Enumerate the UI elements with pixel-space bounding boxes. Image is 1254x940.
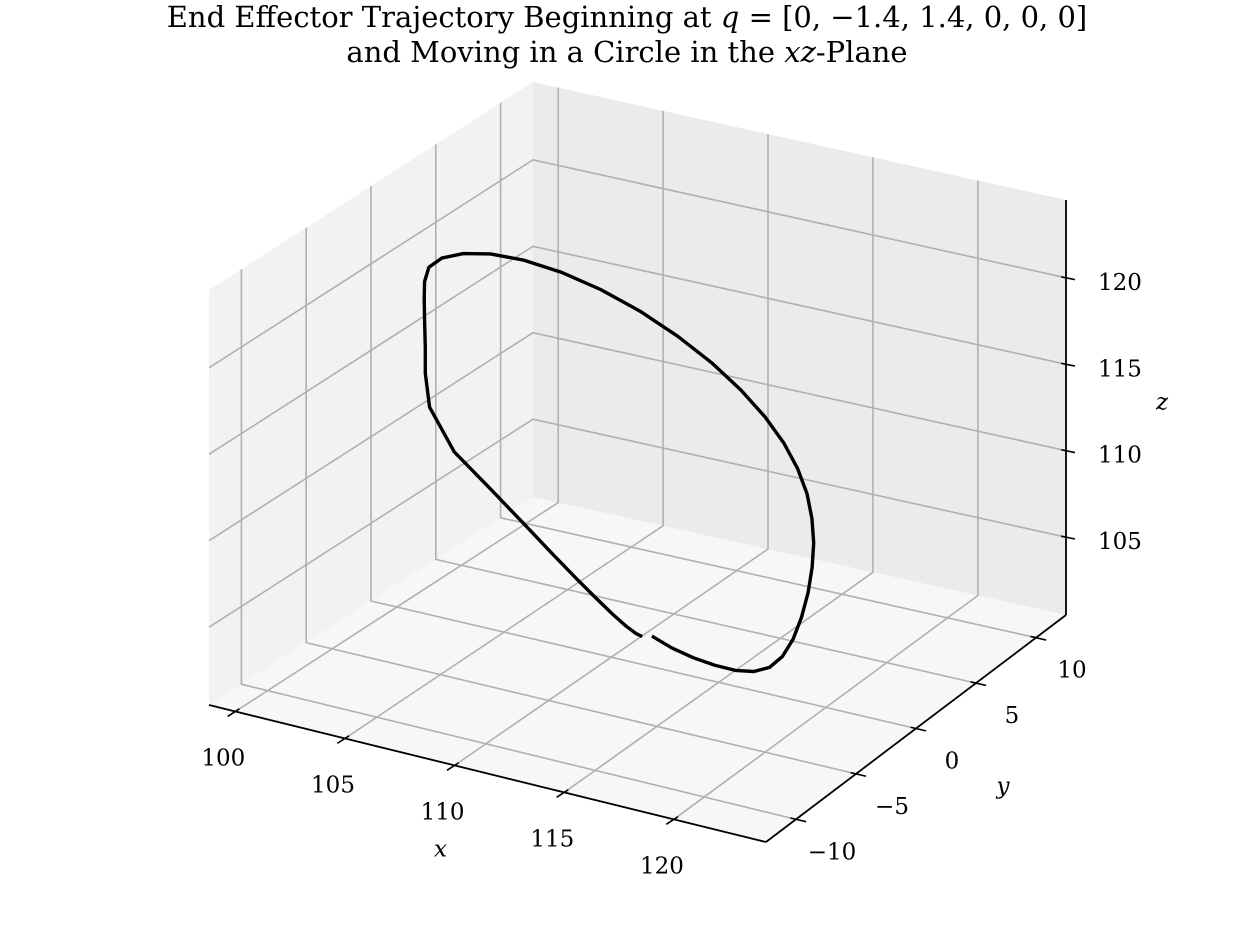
axes-panes	[209, 82, 1066, 842]
pane-floor	[209, 497, 1066, 842]
grid-z-1	[208, 331, 1067, 542]
grid-z-3	[208, 158, 1067, 369]
z-tick-1	[1061, 448, 1076, 454]
grid-y-3	[434, 144, 977, 684]
y-axis-label: y	[996, 774, 1011, 800]
z-axis-label: z	[1155, 390, 1169, 416]
y-tick-2	[910, 726, 927, 732]
z-tick-label-2: 115	[1098, 356, 1142, 382]
x-axis-label: x	[434, 837, 447, 863]
x-tick-label-3: 115	[530, 826, 574, 852]
x-tick-1	[336, 735, 350, 745]
grid-lines	[208, 87, 1067, 821]
x-tick-label-0: 100	[201, 746, 245, 772]
y-tick-0	[790, 817, 807, 823]
y-tick-label-1: −5	[875, 794, 909, 820]
chart-title-line-1: End Effector Trajectory Beginning at q =…	[166, 0, 1088, 34]
x-tick-4	[665, 816, 679, 825]
z-tick-2	[1061, 362, 1076, 367]
z-tick-0	[1061, 535, 1076, 540]
grid-y-0	[240, 269, 797, 821]
grid-x-2	[454, 134, 769, 767]
grid-y-2	[370, 186, 917, 730]
grid-y-1	[305, 227, 857, 775]
x-tick-3	[556, 789, 569, 798]
x-tick-2	[446, 762, 460, 772]
tick-labels: 100 105 110 115 120 −10 −5 0 5 10 105 110 115 120	[201, 270, 1142, 880]
trajectory-line-0	[422, 251, 816, 674]
x-tick-label-2: 110	[421, 799, 465, 825]
grid-x-4	[673, 180, 979, 820]
grid-x-0	[234, 87, 560, 713]
axis-labels: x y z	[434, 390, 1169, 863]
y-tick-4	[1030, 635, 1047, 641]
grid-z-0	[208, 418, 1067, 628]
z-tick-label-1: 110	[1098, 443, 1142, 469]
grid-z-2	[208, 245, 1067, 455]
y-tick-1	[850, 771, 867, 778]
trajectory-series	[422, 251, 816, 674]
x-tick-label-4: 120	[640, 853, 684, 879]
x-tick-0	[227, 708, 240, 718]
tick-marks	[227, 276, 1076, 825]
pane-back-wall	[533, 82, 1066, 615]
y-tick-label-3: 5	[1005, 703, 1020, 729]
grid-x-1	[344, 110, 664, 740]
y-tick-label-2: 0	[945, 749, 960, 775]
z-tick-3	[1061, 276, 1076, 281]
grid-y-4	[499, 102, 1037, 639]
y-tick-label-0: −10	[808, 839, 857, 865]
grid-x-3	[563, 157, 874, 794]
z-tick-label-3: 120	[1098, 270, 1142, 296]
y-tick-label-4: 10	[1057, 658, 1086, 684]
chart-title: End Effector Trajectory Beginning at q =…	[0, 0, 1254, 70]
z-tick-label-0: 105	[1098, 529, 1142, 555]
x-tick-label-1: 105	[311, 772, 355, 798]
chart-title-line-2: and Moving in a Circle in the xz-Plane	[346, 35, 908, 69]
y-tick-3	[970, 681, 987, 687]
